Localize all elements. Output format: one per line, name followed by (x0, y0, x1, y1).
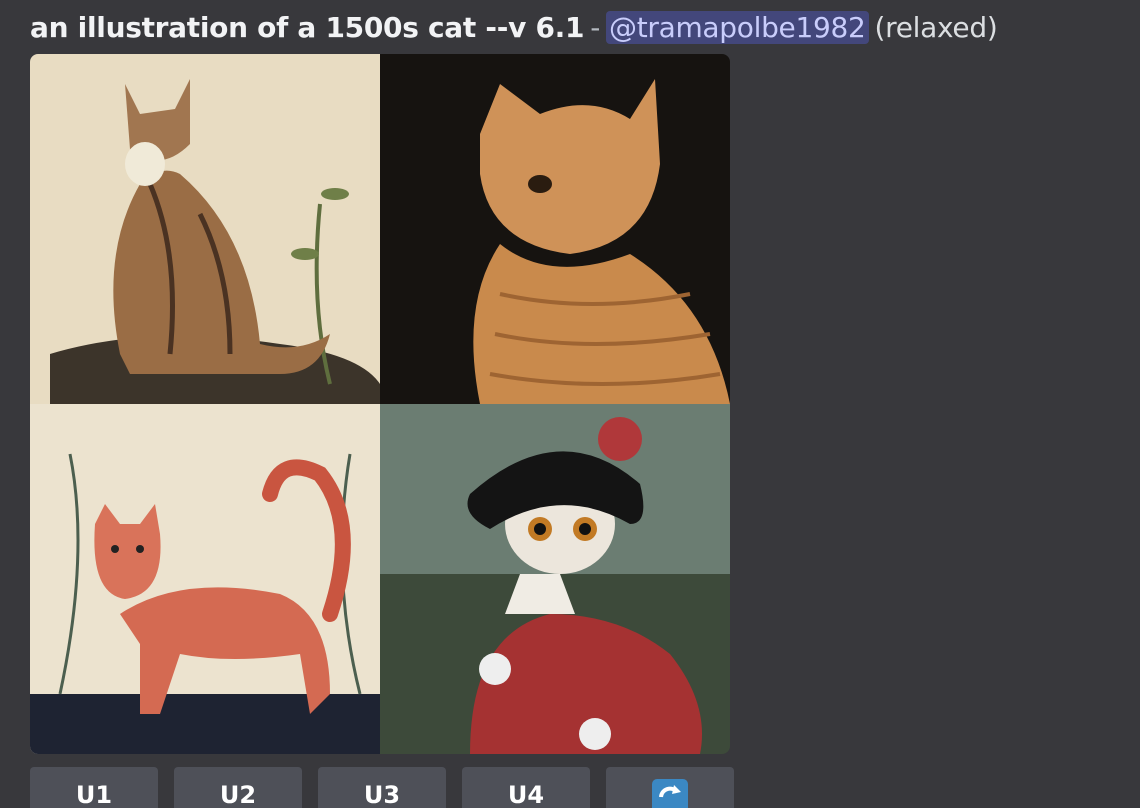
prompt: an illustration of a 1500s cat --v 6.1 (30, 11, 585, 44)
separator: - (590, 11, 600, 44)
button-label: U1 (75, 781, 113, 808)
upscale-button[interactable]: U1 (30, 767, 158, 808)
upscale-button[interactable]: U2 (174, 767, 302, 808)
image-tile (30, 404, 380, 754)
image-tile (380, 54, 730, 404)
user-mention[interactable]: @tramapolbe1982 (606, 11, 869, 44)
reroll-button[interactable] (606, 767, 734, 808)
button-label: U3 (363, 781, 401, 808)
image-grid[interactable] (30, 54, 730, 754)
status: (relaxed) (874, 11, 998, 44)
button-label: U4 (507, 781, 545, 808)
reroll-icon (652, 779, 688, 808)
upscale-button[interactable]: U4 (462, 767, 590, 808)
image-tile (30, 54, 380, 404)
upscale-button[interactable]: U3 (318, 767, 446, 808)
button-label: U2 (219, 781, 257, 808)
message-header: an illustration of a 1500s cat --v 6.1- @… (30, 8, 998, 48)
image-tile (380, 404, 730, 754)
